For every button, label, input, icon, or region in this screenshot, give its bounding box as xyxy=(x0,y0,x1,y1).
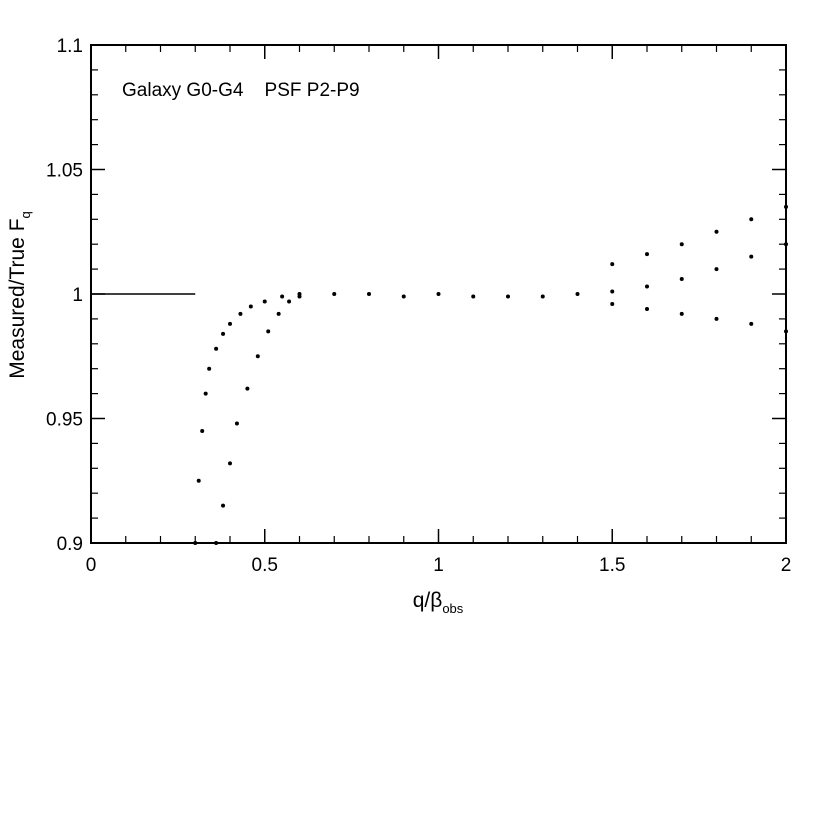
data-point xyxy=(228,461,232,466)
data-point xyxy=(784,204,788,209)
data-point xyxy=(287,299,292,304)
data-point xyxy=(255,354,260,359)
data-point xyxy=(401,294,406,299)
data-point xyxy=(575,292,580,296)
data-point xyxy=(610,289,615,294)
y-tick-label: 0.95 xyxy=(46,410,83,431)
data-point xyxy=(784,329,788,334)
data-point xyxy=(280,294,285,299)
data-point xyxy=(276,311,281,316)
y-tick-label: 1 xyxy=(72,285,83,306)
data-point xyxy=(679,242,684,247)
data-point xyxy=(332,292,337,296)
data-point xyxy=(262,299,267,304)
data-point xyxy=(714,316,719,321)
data-point xyxy=(645,284,649,289)
scatter-points xyxy=(193,204,788,545)
chart-annotation: Galaxy G0-G4 PSF P2-P9 xyxy=(122,80,360,101)
data-point xyxy=(645,252,649,257)
tick-labels: 0 0.5 1 1.5 2 0.9 0.95 1 1.05 1.1 xyxy=(46,36,791,576)
data-point xyxy=(214,346,219,351)
data-point xyxy=(749,254,754,259)
data-point xyxy=(266,329,271,334)
data-point xyxy=(203,391,208,396)
data-point xyxy=(234,421,239,426)
x-tick-label: 1.5 xyxy=(599,555,625,576)
data-point xyxy=(297,294,302,299)
data-point xyxy=(749,217,754,222)
y-axis-label: Measured/True Fq xyxy=(6,211,33,379)
x-tick-label: 0.5 xyxy=(252,555,278,576)
data-point xyxy=(248,304,253,309)
data-point xyxy=(200,428,205,433)
data-point xyxy=(714,267,719,272)
data-point xyxy=(679,277,684,282)
data-point xyxy=(784,242,788,247)
data-point xyxy=(193,541,198,545)
data-point xyxy=(506,294,510,299)
data-point xyxy=(245,386,250,391)
x-tick-label: 2 xyxy=(781,555,792,576)
y-tick-label: 0.9 xyxy=(57,534,83,555)
data-point xyxy=(196,478,201,483)
y-tick-label: 1.1 xyxy=(57,36,83,57)
data-point xyxy=(610,262,615,267)
data-point xyxy=(679,311,684,316)
data-point xyxy=(207,366,212,371)
data-point xyxy=(540,294,545,299)
data-point xyxy=(749,321,754,326)
data-point xyxy=(645,306,649,311)
data-point xyxy=(610,301,615,306)
data-point xyxy=(238,311,243,316)
data-point xyxy=(214,541,219,545)
data-point xyxy=(228,321,232,326)
data-point xyxy=(471,294,476,299)
data-point xyxy=(367,292,371,296)
axis-ticks xyxy=(90,44,787,544)
data-point xyxy=(436,292,441,296)
data-point xyxy=(714,229,719,234)
x-axis-label: q/βobs xyxy=(413,589,464,616)
data-point xyxy=(221,331,226,336)
x-tick-label: 0 xyxy=(86,555,97,576)
x-tick-label: 1 xyxy=(433,555,444,576)
y-tick-label: 1.05 xyxy=(46,161,83,182)
data-point xyxy=(221,503,226,508)
